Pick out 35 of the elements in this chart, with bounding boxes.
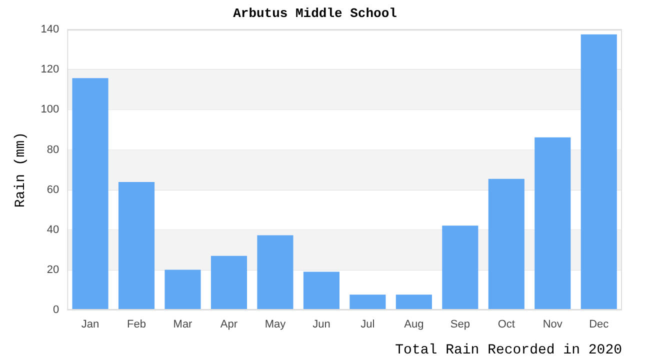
x-tick-label: Nov bbox=[542, 318, 563, 331]
y-tick-label: 100 bbox=[40, 104, 60, 116]
x-tick-label: Mar bbox=[173, 318, 193, 331]
y-tick-label: 0 bbox=[53, 304, 60, 316]
x-tick-label: Oct bbox=[498, 318, 515, 331]
chart-title: Arbutus Middle School bbox=[233, 6, 398, 22]
y-tick-label: 120 bbox=[40, 64, 60, 76]
x-tick-label: May bbox=[264, 318, 286, 331]
bar bbox=[442, 226, 478, 310]
x-tick-label: Apr bbox=[220, 318, 238, 331]
bar bbox=[257, 235, 294, 310]
bar bbox=[350, 294, 386, 310]
bar bbox=[118, 182, 155, 310]
x-tick-label: Jun bbox=[312, 318, 330, 331]
bar bbox=[210, 256, 248, 310]
y-tick-label: 20 bbox=[46, 264, 60, 276]
y-tick-label: 60 bbox=[46, 184, 60, 196]
bar bbox=[72, 78, 108, 310]
y-tick-label: 80 bbox=[46, 144, 60, 156]
y-axis-title: Rain (mm) bbox=[13, 132, 30, 208]
x-tick-label: Jan bbox=[81, 318, 100, 331]
x-tick-label: Sep bbox=[450, 318, 470, 331]
x-tick-label: Jul bbox=[360, 318, 375, 331]
bar bbox=[488, 178, 524, 310]
bar bbox=[534, 137, 571, 310]
x-tick-label: Aug bbox=[404, 318, 424, 331]
bar bbox=[580, 34, 617, 310]
bar bbox=[303, 272, 340, 310]
bar bbox=[396, 294, 432, 310]
x-tick-label: Dec bbox=[589, 318, 610, 331]
bar bbox=[164, 270, 201, 310]
y-tick-label: 40 bbox=[46, 224, 60, 236]
y-tick-label: 140 bbox=[40, 24, 60, 36]
x-axis-title: Total Rain Recorded in 2020 bbox=[395, 342, 622, 358]
x-tick-label: Feb bbox=[127, 318, 146, 331]
